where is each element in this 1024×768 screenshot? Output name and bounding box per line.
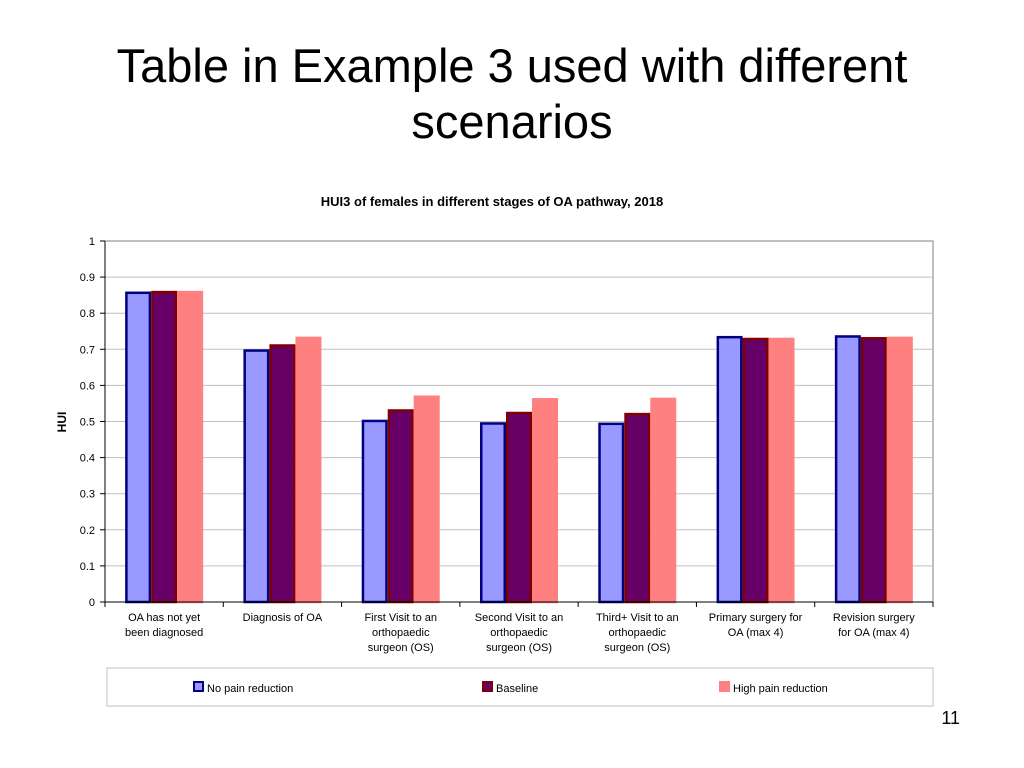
legend: No pain reduction Baseline High pain reduc… — [106, 667, 934, 707]
y-tick-label: 1 — [89, 236, 95, 248]
bar-3-5 — [650, 397, 677, 604]
y-tick-label: 0.5 — [80, 417, 95, 429]
chart-title: HUI3 of females in different stages of O… — [321, 194, 663, 209]
bar-3-1 — [177, 290, 204, 604]
slide-title-line-2: scenarios — [411, 95, 613, 148]
bar-3-4 — [532, 398, 558, 604]
x-tick-label: Revision surgery for OA (max 4) — [833, 612, 915, 639]
slide-title-line-1: Table in Example 3 used with different — [116, 39, 908, 92]
y-tick-label: 0 — [89, 597, 95, 609]
x-tick-label: Diagnosis of OA — [243, 612, 323, 624]
bar-2-6 — [742, 337, 769, 604]
slide-title: Table in Example 3 used with different s… — [0, 38, 1024, 150]
bar-1-6 — [716, 335, 743, 604]
legend-label-2: Baseline — [496, 683, 538, 695]
bar-1-3 — [361, 419, 388, 604]
bar-2-5 — [624, 412, 651, 604]
y-tick-label: 0.3 — [80, 489, 95, 501]
bar-2-7 — [860, 337, 887, 604]
y-tick-label: 0.4 — [80, 453, 95, 465]
legend-swatch-1 — [193, 681, 204, 692]
x-tick-label: First Visit to an orthopaedic surgeon (OS) — [364, 612, 437, 654]
x-tick-label: Second Visit to an orthopaedic surgeon (OS… — [475, 612, 563, 654]
bar-1-7 — [834, 335, 861, 604]
y-axis-label: HUI — [55, 412, 69, 433]
bar-3-2 — [295, 336, 322, 604]
x-tick-label: OA has not yet been diagnosed — [125, 612, 203, 639]
y-tick-label: 0.8 — [80, 308, 95, 320]
y-tick-label: 0.6 — [80, 380, 95, 392]
x-tick-label: Primary surgery for OA (max 4) — [709, 612, 803, 639]
bars-layer — [125, 290, 913, 604]
bar-3-6 — [768, 337, 795, 604]
legend-box — [106, 667, 934, 707]
legend-swatch-2 — [482, 681, 493, 692]
bar-2-2 — [269, 344, 296, 604]
y-tick-label: 0.9 — [80, 272, 95, 284]
bar-1-2 — [243, 349, 270, 604]
axis-layer: 0 0.1 0.2 0.3 0.4 0.5 0.6 0.7 0.8 0.9 1 OA has not … — [80, 236, 934, 654]
bar-2-4 — [506, 411, 532, 604]
y-tick-label: 0.1 — [80, 561, 95, 573]
legend-swatch-3 — [719, 681, 730, 692]
y-tick-label: 0.2 — [80, 525, 95, 537]
bar-3-7 — [886, 336, 913, 604]
x-tick-label: Third+ Visit to an orthopaedic surgeon (OS… — [596, 612, 679, 654]
y-tick-label: 0.7 — [80, 344, 95, 356]
legend-label-1: No pain reduction — [207, 683, 293, 695]
page-number: 11 — [941, 708, 960, 728]
bar-1-1 — [125, 291, 152, 604]
bar-2-3 — [387, 409, 414, 604]
legend-label-3: High pain reduction — [733, 683, 828, 695]
bar-2-1 — [151, 290, 178, 604]
bar-1-4 — [480, 422, 506, 604]
bar-3-3 — [413, 395, 440, 604]
bar-1-5 — [598, 422, 625, 604]
